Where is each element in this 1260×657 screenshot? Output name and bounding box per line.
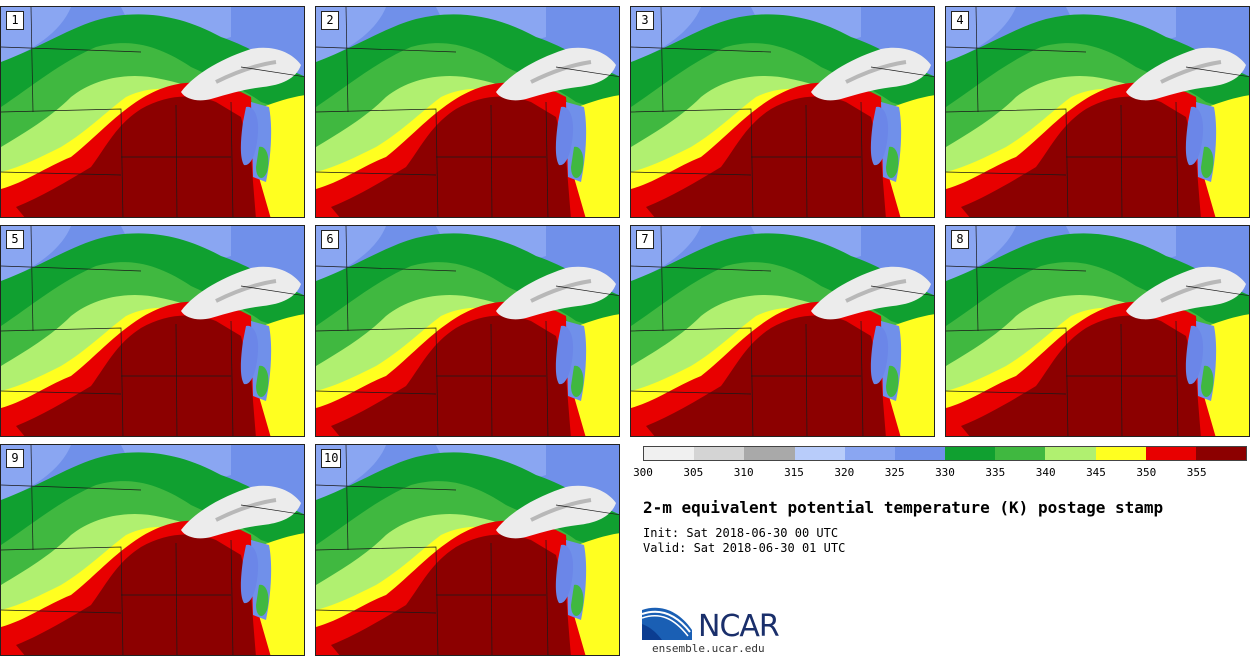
colorbar-segment-350 — [1145, 447, 1196, 460]
ensemble-member-1-map: 1 — [0, 6, 305, 218]
colorbar-tick-label: 310 — [733, 466, 754, 479]
colorbar-tick-label: 335 — [985, 466, 1006, 479]
colorbar-tick-label: 340 — [1035, 466, 1056, 479]
theta-e-map-2 — [316, 7, 619, 217]
color-scale-bar — [643, 446, 1247, 461]
theta-e-map-4 — [946, 7, 1249, 217]
member-number-label: 1 — [6, 11, 24, 30]
colorbar-segment-310 — [744, 447, 795, 460]
colorbar-tick-label: 300 — [633, 466, 653, 479]
colorbar-segment-335 — [995, 447, 1046, 460]
colorbar-tick-label: 305 — [683, 466, 704, 479]
figure-title: 2-m equivalent potential temperature (K)… — [643, 498, 1164, 517]
ensemble-member-4-map: 4 — [945, 6, 1250, 218]
member-number-label: 2 — [321, 11, 339, 30]
colorbar-segment-330 — [945, 447, 996, 460]
ensemble-url: ensemble.ucar.edu — [652, 642, 765, 655]
ensemble-member-7-map: 7 — [630, 225, 935, 437]
theta-e-map-10 — [316, 445, 619, 655]
colorbar-tick-label: 350 — [1136, 466, 1157, 479]
colorbar-segment-300 — [644, 447, 695, 460]
member-number-label: 10 — [321, 449, 342, 468]
ensemble-member-8-map: 8 — [945, 225, 1250, 437]
theta-e-map-1 — [1, 7, 304, 217]
colorbar-segment-340 — [1045, 447, 1096, 460]
ncar-logo-text: NCAR — [698, 609, 780, 644]
theta-e-map-5 — [1, 226, 304, 436]
theta-e-map-7 — [631, 226, 934, 436]
ncar-swoosh-icon — [642, 607, 692, 640]
colorbar-tick-label: 320 — [834, 466, 855, 479]
colorbar-tick-label: 355 — [1186, 466, 1207, 479]
colorbar-tick-label: 325 — [884, 466, 905, 479]
ensemble-member-3-map: 3 — [630, 6, 935, 218]
member-number-label: 9 — [6, 449, 24, 468]
theta-e-map-3 — [631, 7, 934, 217]
colorbar-segment-325 — [894, 447, 946, 460]
colorbar-segment-355 — [1195, 447, 1247, 460]
colorbar-tick-label: 330 — [935, 466, 955, 479]
theta-e-map-6 — [316, 226, 619, 436]
member-number-label: 4 — [951, 11, 969, 30]
colorbar-segment-345 — [1095, 447, 1146, 460]
ensemble-member-2-map: 2 — [315, 6, 620, 218]
member-number-label: 8 — [951, 230, 969, 249]
colorbar-segment-315 — [794, 447, 845, 460]
valid-time: Valid: Sat 2018-06-30 01 UTC — [643, 541, 846, 555]
theta-e-map-9 — [1, 445, 304, 655]
ncar-logo: NCAR — [642, 598, 802, 654]
colorbar-segment-305 — [694, 447, 745, 460]
theta-e-map-8 — [946, 226, 1249, 436]
member-number-label: 5 — [6, 230, 24, 249]
member-number-label: 3 — [636, 11, 654, 30]
ensemble-member-5-map: 5 — [0, 225, 305, 437]
ensemble-member-6-map: 6 — [315, 225, 620, 437]
colorbar-segment-320 — [844, 447, 895, 460]
init-valid-times: Init: Sat 2018-06-30 00 UTC Valid: Sat 2… — [643, 526, 845, 556]
member-number-label: 6 — [321, 230, 339, 249]
ensemble-member-9-map: 9 — [0, 444, 305, 656]
init-time: Init: Sat 2018-06-30 00 UTC — [643, 526, 839, 540]
color-scale-tick-labels: 300 305 310 315 320 325 330 335 340 345 350 355 — [633, 466, 1247, 480]
ensemble-member-10-map: 10 — [315, 444, 620, 656]
member-number-label: 7 — [636, 230, 654, 249]
colorbar-tick-label: 345 — [1086, 466, 1106, 479]
colorbar-tick-label: 315 — [784, 466, 804, 479]
